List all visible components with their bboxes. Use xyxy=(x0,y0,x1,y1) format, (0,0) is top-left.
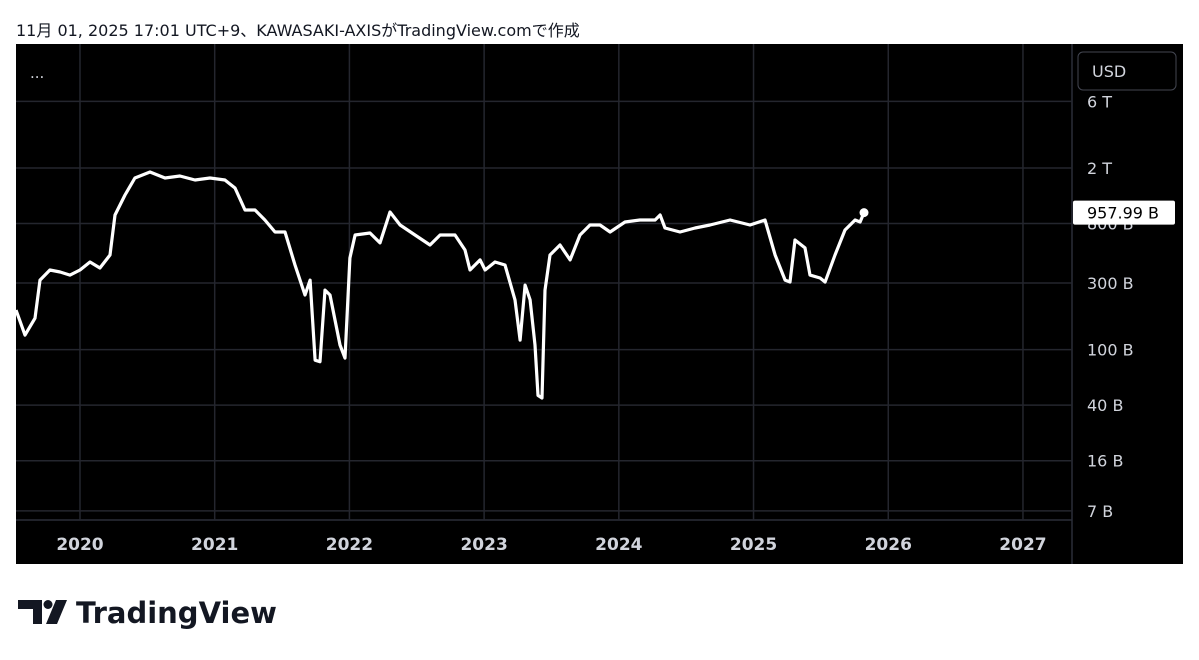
y-tick-label: 100 B xyxy=(1087,341,1134,360)
x-tick-label: 2024 xyxy=(595,535,642,555)
currency-button[interactable] xyxy=(1077,51,1177,91)
last-point xyxy=(859,208,869,218)
x-tick-label: 2025 xyxy=(730,535,777,555)
line xyxy=(14,170,866,400)
x-tick-label: 2027 xyxy=(999,535,1046,555)
chart-background xyxy=(16,44,1183,564)
y-tick-label: 6 T xyxy=(1087,92,1112,111)
logo: TradingView xyxy=(18,596,277,630)
y-tick-label: 2 T xyxy=(1087,159,1112,178)
brand: TradingView xyxy=(76,596,277,630)
y-tick-label: 40 B xyxy=(1087,396,1123,415)
logo-icon xyxy=(43,600,53,609)
x-tick-label: 2023 xyxy=(460,535,507,555)
logo-icon xyxy=(18,600,42,624)
y-tick-label: 16 B xyxy=(1087,452,1123,471)
currency-label: USD xyxy=(1092,62,1126,81)
x-tick-label: 2026 xyxy=(865,535,912,555)
x-tick-label: 2021 xyxy=(191,535,238,555)
x-tick-label: 2020 xyxy=(56,535,103,555)
value-label-box xyxy=(1073,200,1175,225)
value-label: 957.99 B xyxy=(1087,204,1159,223)
x-tick-label: 2022 xyxy=(326,535,373,555)
header: 11月 01, 2025 17:01 UTC+9、KAWASAKI-AXISがT… xyxy=(16,21,580,40)
menu[interactable]: ... xyxy=(30,64,44,82)
y-tick-label: 7 B xyxy=(1087,502,1113,521)
logo-icon xyxy=(46,600,67,624)
y-tick-label: 300 B xyxy=(1087,274,1134,293)
